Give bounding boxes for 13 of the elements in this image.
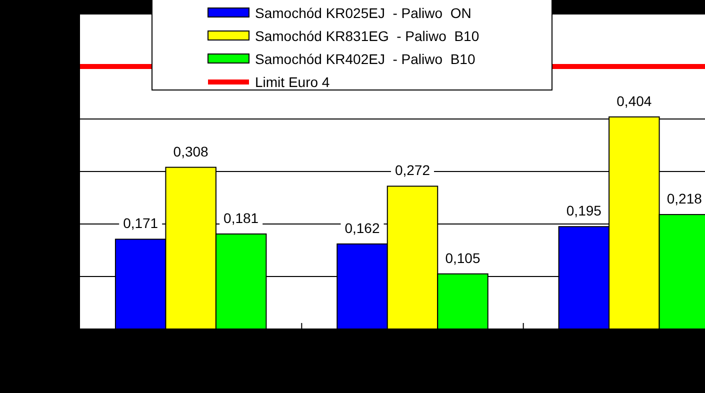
data-label: 0,195 xyxy=(566,202,602,219)
data-label: 0,308 xyxy=(173,143,209,160)
legend-label: Samochód KR025EJ - Paliwo ON xyxy=(255,5,472,21)
data-label: 0,181 xyxy=(224,210,259,226)
data-label: 0,171 xyxy=(123,215,158,232)
data-label: 0,218 xyxy=(666,190,702,207)
data-label: 0,272 xyxy=(394,162,430,178)
legend-label: Limit Euro 4 xyxy=(255,74,330,90)
data-label: 0,105 xyxy=(445,250,480,266)
data-label: 0,162 xyxy=(344,220,380,236)
legend-label: Samochód KR831EG - Paliwo B10 xyxy=(255,28,480,44)
legend-label: Samochód KR402EJ - Paliwo B10 xyxy=(255,51,476,67)
data-label: 0,404 xyxy=(616,92,652,109)
